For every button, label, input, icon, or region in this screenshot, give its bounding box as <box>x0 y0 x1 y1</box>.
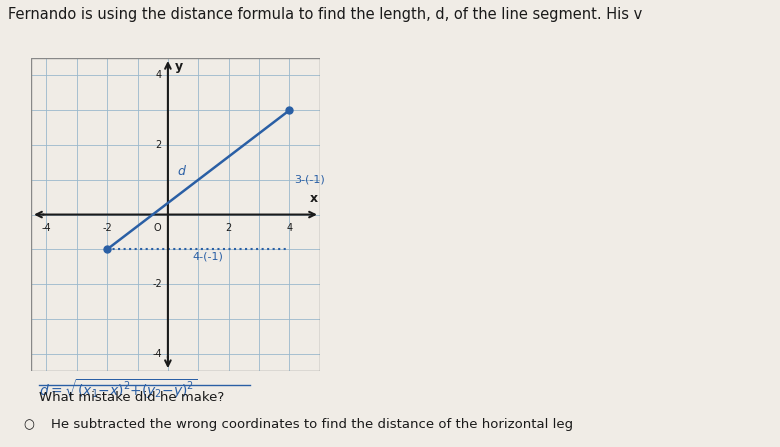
Text: y: y <box>175 60 183 73</box>
Text: What mistake did he make?: What mistake did he make? <box>39 391 225 404</box>
Text: -2: -2 <box>152 279 161 289</box>
Text: -4: -4 <box>152 349 161 358</box>
Text: 2: 2 <box>155 140 161 150</box>
Text: ○: ○ <box>23 418 34 431</box>
Text: He subtracted the wrong coordinates to find the distance of the horizontal leg: He subtracted the wrong coordinates to f… <box>51 418 573 431</box>
Text: Fernando is using the distance formula to find the length, d, of the line segmen: Fernando is using the distance formula t… <box>8 7 642 22</box>
Text: $d = \sqrt{(x_1{-}x)^2{+}(y_2{-}y)^2}$: $d = \sqrt{(x_1{-}x)^2{+}(y_2{-}y)^2}$ <box>39 378 197 401</box>
Text: -2: -2 <box>102 223 112 233</box>
Text: O: O <box>154 223 161 233</box>
Text: 4: 4 <box>286 223 292 233</box>
Text: 3-(-1): 3-(-1) <box>294 175 324 185</box>
Text: -4: -4 <box>41 223 51 233</box>
Text: 4-(-1): 4-(-1) <box>192 252 223 262</box>
Text: 4: 4 <box>156 71 161 80</box>
Text: d: d <box>177 164 185 177</box>
Text: 2: 2 <box>225 223 232 233</box>
Text: x: x <box>310 192 318 205</box>
